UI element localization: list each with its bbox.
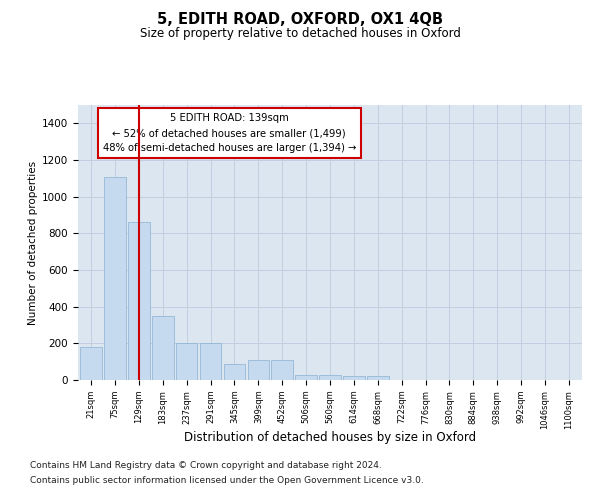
- Bar: [367, 376, 389, 380]
- Bar: [319, 374, 341, 380]
- Bar: [176, 344, 197, 380]
- Bar: [295, 374, 317, 380]
- Bar: [80, 347, 102, 380]
- Bar: [200, 344, 221, 380]
- Text: 5, EDITH ROAD, OXFORD, OX1 4QB: 5, EDITH ROAD, OXFORD, OX1 4QB: [157, 12, 443, 28]
- Bar: [224, 364, 245, 380]
- Text: Contains public sector information licensed under the Open Government Licence v3: Contains public sector information licen…: [30, 476, 424, 485]
- Bar: [343, 376, 365, 380]
- Bar: [104, 178, 126, 380]
- Y-axis label: Number of detached properties: Number of detached properties: [28, 160, 38, 324]
- Text: Distribution of detached houses by size in Oxford: Distribution of detached houses by size …: [184, 431, 476, 444]
- Text: 5 EDITH ROAD: 139sqm
← 52% of detached houses are smaller (1,499)
48% of semi-de: 5 EDITH ROAD: 139sqm ← 52% of detached h…: [103, 114, 356, 153]
- Bar: [152, 316, 173, 380]
- Bar: [248, 360, 269, 380]
- Text: Contains HM Land Registry data © Crown copyright and database right 2024.: Contains HM Land Registry data © Crown c…: [30, 461, 382, 470]
- Text: Size of property relative to detached houses in Oxford: Size of property relative to detached ho…: [140, 28, 460, 40]
- Bar: [271, 360, 293, 380]
- Bar: [128, 222, 149, 380]
